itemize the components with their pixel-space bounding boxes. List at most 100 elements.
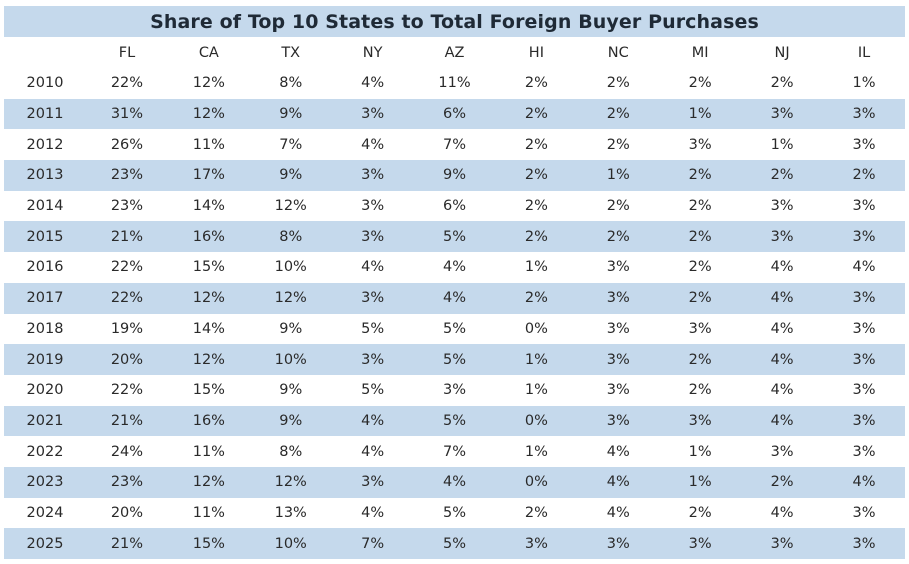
row-year-label: 2017 <box>4 282 86 314</box>
row-year-label: 2016 <box>26 259 64 276</box>
table-cell: 5% <box>361 382 385 399</box>
table-cell: 4% <box>413 282 496 314</box>
table-cell: 12% <box>274 198 307 215</box>
table-cell: 4% <box>823 466 905 498</box>
table-cell: 11% <box>438 75 471 92</box>
table-cell: 2% <box>577 98 660 130</box>
table-cell: 2% <box>688 259 712 276</box>
table-cell: 5% <box>443 504 467 521</box>
table-cell: 4% <box>741 405 824 437</box>
table-cell: 3% <box>331 98 414 130</box>
table-cell: 12% <box>249 466 332 498</box>
table-cell: 4% <box>770 382 794 399</box>
row-year-label: 2018 <box>26 320 64 337</box>
table-cell: 2% <box>688 198 712 215</box>
table-cell: 12% <box>167 98 250 130</box>
table-cell: 3% <box>688 136 712 153</box>
table-cell: 2% <box>495 221 578 253</box>
table-cell: 7% <box>443 443 467 460</box>
table-cell: 3% <box>688 320 712 337</box>
table-cell: 12% <box>192 75 225 92</box>
table-cell: 12% <box>167 466 250 498</box>
column-header: CA <box>198 44 219 61</box>
table-cell: 16% <box>167 405 250 437</box>
row-year-label: 2011 <box>4 98 86 130</box>
table-cell: 3% <box>331 221 414 253</box>
header-row: FL CA TX NY AZ HI NC MI NJ IL <box>4 37 905 68</box>
table-cell: 4% <box>606 443 630 460</box>
table-cell: 0% <box>495 466 578 498</box>
table-cell: 26% <box>110 136 144 153</box>
table-cell: 13% <box>274 504 307 521</box>
table-cell: 1% <box>524 382 548 399</box>
table-cell: 3% <box>361 198 385 215</box>
column-header: FL <box>118 44 136 61</box>
table-cell: 14% <box>192 198 225 215</box>
table-cell: 4% <box>770 320 794 337</box>
table-row: 2010 22% 12% 8% 4% 11% 2% 2% 2% 2% 1% <box>4 68 905 99</box>
table-cell: 11% <box>192 443 225 460</box>
table-cell: 6% <box>413 98 496 130</box>
table-cell: 4% <box>413 466 496 498</box>
table-cell: 17% <box>167 160 250 191</box>
table-cell: 3% <box>577 405 660 437</box>
table-cell: 4% <box>606 504 630 521</box>
column-header: AZ <box>444 44 465 61</box>
table-row: 2020 22% 15% 9% 5% 3% 1% 3% 2% 4% 3% <box>4 375 905 406</box>
row-year-label: 2010 <box>26 75 64 92</box>
table-cell: 1% <box>577 160 660 191</box>
table-cell: 10% <box>274 259 307 276</box>
table-title: Share of Top 10 States to Total Foreign … <box>4 6 905 37</box>
table-cell: 4% <box>361 75 385 92</box>
row-year-label: 2023 <box>4 466 86 498</box>
table-cell: 14% <box>192 320 225 337</box>
column-header: IL <box>857 44 871 61</box>
table-cell: 2% <box>606 198 630 215</box>
table-cell: 7% <box>443 136 467 153</box>
table-cell: 22% <box>86 282 168 314</box>
table-cell: 0% <box>495 405 578 437</box>
table-cell: 2% <box>524 198 548 215</box>
table-cell: 4% <box>331 405 414 437</box>
table-cell: 15% <box>192 382 225 399</box>
table-cell: 3% <box>852 382 876 399</box>
table-cell: 3% <box>852 443 876 460</box>
table-cell: 16% <box>167 221 250 253</box>
table-cell: 3% <box>823 221 905 253</box>
table-cell: 21% <box>86 528 168 559</box>
table-cell: 3% <box>577 282 660 314</box>
table-cell: 12% <box>249 282 332 314</box>
table-cell: 3% <box>606 320 630 337</box>
table-row: 2022 24% 11% 8% 4% 7% 1% 4% 1% 3% 3% <box>4 436 905 467</box>
table-cell: 1% <box>688 443 712 460</box>
table-cell: 2% <box>688 75 712 92</box>
table-cell: 8% <box>279 75 303 92</box>
column-header: TX <box>281 44 301 61</box>
table-cell: 9% <box>279 382 303 399</box>
table-cell: 3% <box>823 98 905 130</box>
table-cell: 5% <box>443 320 467 337</box>
table-cell: 7% <box>279 136 303 153</box>
table-row: 2019 20% 12% 10% 3% 5% 1% 3% 2% 4% 3% <box>4 344 905 375</box>
table-cell: 3% <box>659 405 742 437</box>
table-cell: 4% <box>770 504 794 521</box>
table-cell: 3% <box>331 344 414 375</box>
table-cell: 22% <box>110 75 144 92</box>
table-cell: 1% <box>770 136 794 153</box>
table-cell: 22% <box>110 382 144 399</box>
table-cell: 2% <box>659 160 742 191</box>
table-cell: 1% <box>524 259 548 276</box>
table-cell: 0% <box>524 320 548 337</box>
table-cell: 4% <box>361 136 385 153</box>
table-cell: 2% <box>659 344 742 375</box>
row-year-label: 2019 <box>4 344 86 375</box>
table-cell: 3% <box>823 282 905 314</box>
table-cell: 9% <box>413 160 496 191</box>
table-cell: 11% <box>192 504 225 521</box>
table-cell: 2% <box>659 221 742 253</box>
table-row: 2025 21% 15% 10% 7% 5% 3% 3% 3% 3% 3% <box>4 528 905 559</box>
row-year-label: 2013 <box>4 160 86 191</box>
table-cell: 15% <box>167 528 250 559</box>
table-cell: 2% <box>606 75 630 92</box>
table-cell: 2% <box>577 221 660 253</box>
